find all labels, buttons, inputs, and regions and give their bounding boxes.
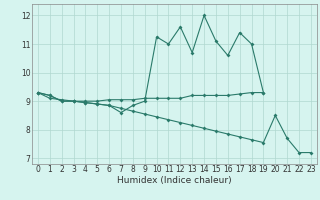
X-axis label: Humidex (Indice chaleur): Humidex (Indice chaleur) bbox=[117, 176, 232, 185]
